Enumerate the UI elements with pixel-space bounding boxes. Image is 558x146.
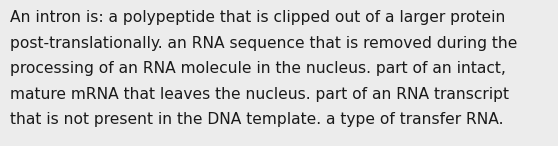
Text: processing of an RNA molecule in the nucleus. part of an intact,: processing of an RNA molecule in the nuc… bbox=[10, 61, 506, 76]
Text: that is not present in the DNA template. a type of transfer RNA.: that is not present in the DNA template.… bbox=[10, 112, 503, 127]
Text: post-translationally. an RNA sequence that is removed during the: post-translationally. an RNA sequence th… bbox=[10, 36, 517, 51]
Text: mature mRNA that leaves the nucleus. part of an RNA transcript: mature mRNA that leaves the nucleus. par… bbox=[10, 87, 509, 102]
Text: An intron is: a polypeptide that is clipped out of a larger protein: An intron is: a polypeptide that is clip… bbox=[10, 10, 506, 25]
